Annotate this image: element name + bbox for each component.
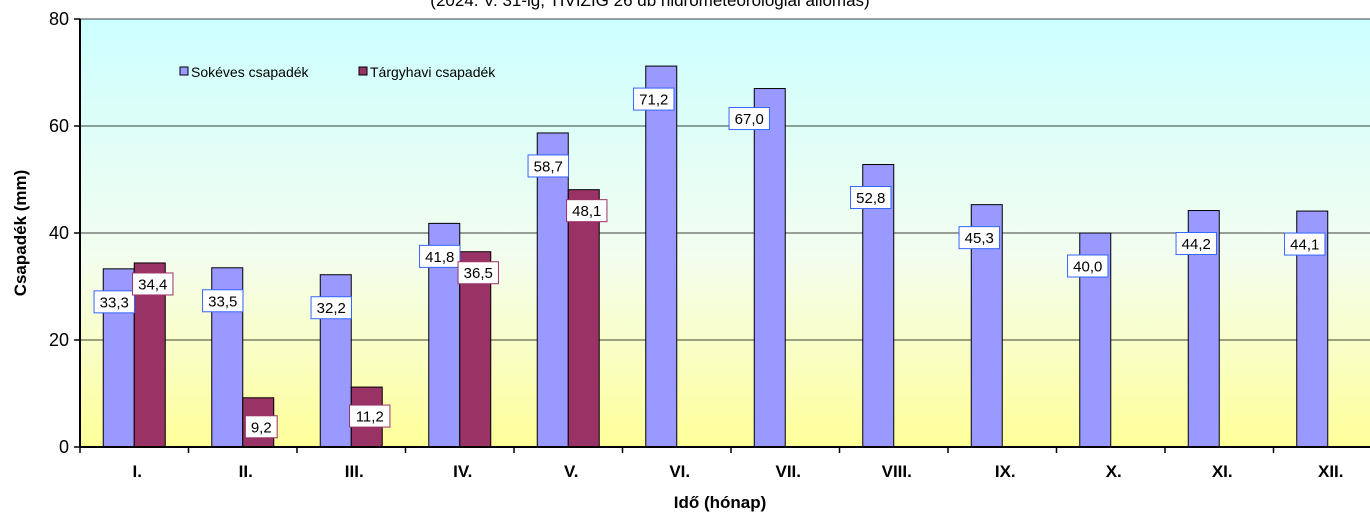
data-labels: 33,3 34,4 33,5 9,2 32,2 11,2 41,8 36,5 58,7 48,1 7…	[93, 87, 1326, 439]
data-label-box	[349, 404, 391, 428]
y-tick-label: 40	[49, 223, 69, 243]
legend-label-targyhavi: Tárgyhavi csapadék	[370, 64, 496, 80]
data-label: 67,0	[735, 111, 764, 128]
x-category-label: III.	[345, 462, 364, 481]
data-label-box	[527, 154, 569, 178]
data-label-box	[419, 244, 461, 268]
x-category-label: V.	[564, 462, 579, 481]
data-label: 48,1	[572, 203, 601, 220]
data-label: 71,2	[639, 92, 668, 109]
data-label: 44,1	[1290, 237, 1319, 254]
data-label: 32,2	[317, 300, 346, 317]
data-label-box	[850, 186, 892, 210]
x-category-label: XI.	[1212, 462, 1233, 481]
x-axis-title: Idő (hónap)	[674, 493, 767, 512]
data-label-box	[202, 289, 244, 313]
x-category-label: X.	[1106, 462, 1122, 481]
data-label-box	[457, 261, 499, 285]
y-tick-label: 0	[59, 437, 69, 457]
data-label-box	[1284, 232, 1326, 256]
y-tick-label: 60	[49, 116, 69, 136]
data-label: 36,5	[464, 265, 493, 282]
legend: Sokéves csapadék Tárgyhavi csapadék	[179, 64, 496, 80]
data-label: 45,3	[965, 230, 994, 247]
bar-targyhavi	[459, 251, 492, 448]
y-tick-label: 80	[49, 9, 69, 29]
x-category-label: II.	[239, 462, 253, 481]
data-label-box	[958, 226, 1000, 250]
data-label-box	[566, 199, 608, 223]
data-label-box	[132, 272, 174, 296]
data-label: 11,2	[356, 409, 384, 426]
data-label-box	[93, 290, 135, 314]
data-label: 9,2	[251, 419, 272, 436]
x-category-label: XII.	[1318, 462, 1344, 481]
data-label: 44,2	[1182, 236, 1211, 253]
x-category-label: VIII.	[882, 462, 912, 481]
x-category-label: I.	[133, 462, 142, 481]
data-label-box	[244, 415, 278, 439]
x-category-label: VI.	[669, 462, 690, 481]
legend-swatch-targyhavi	[358, 66, 368, 76]
y-axis-title: Csapadék (mm)	[11, 170, 30, 297]
data-label-box	[728, 107, 770, 131]
x-category-label: IV.	[453, 462, 472, 481]
data-label: 41,8	[425, 249, 454, 266]
data-label: 52,8	[856, 190, 885, 207]
data-label-box	[310, 296, 352, 320]
gridlines	[80, 18, 1370, 341]
y-tick-label: 20	[49, 330, 69, 350]
legend-swatch-sokeves	[179, 66, 189, 76]
bar-sokeves	[536, 132, 569, 448]
legend-label-sokeves: Sokéves csapadék	[191, 64, 310, 80]
data-label: 40,0	[1073, 259, 1102, 276]
x-category-label: VII.	[775, 462, 801, 481]
data-label: 33,3	[100, 294, 129, 311]
data-label: 33,5	[208, 293, 237, 310]
data-label: 34,4	[138, 276, 167, 293]
bar-sokeves	[645, 65, 678, 448]
data-label-box	[1175, 232, 1217, 256]
bar-sokeves	[753, 88, 786, 448]
data-label-box	[633, 87, 675, 111]
x-category-label: IX.	[995, 462, 1016, 481]
data-label-box	[1067, 254, 1109, 278]
axes: 0 20 40 60 80 I. II. III. IV. V. VI. VII. VIII. IX. X.…	[49, 9, 1370, 481]
bar-sokeves	[862, 164, 895, 448]
data-label: 58,7	[534, 158, 563, 175]
bar-targyhavi	[567, 189, 600, 448]
chart-subtitle: (2024. V. 31-ig, TIVIZIG 26 db hidromete…	[430, 0, 869, 10]
